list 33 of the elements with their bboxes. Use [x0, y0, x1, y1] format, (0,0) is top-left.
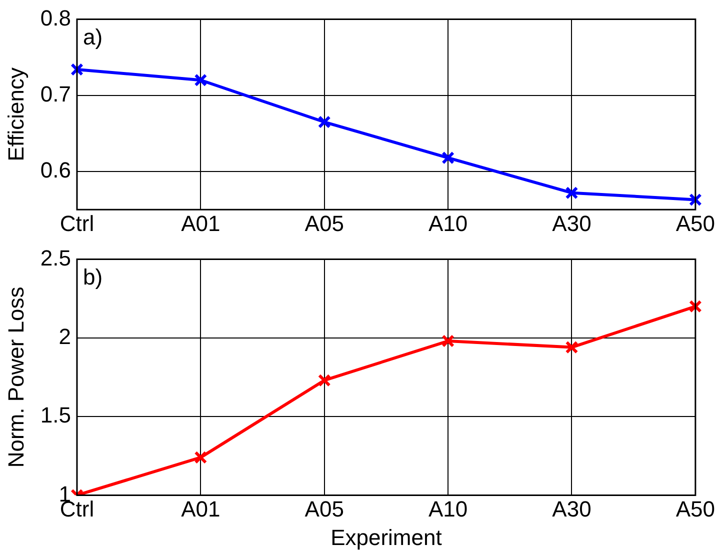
point [442, 334, 454, 348]
point [442, 151, 454, 164]
y-axis-title: Efficiency [3, 68, 28, 162]
point [318, 116, 331, 128]
y-tick-label: 2 [58, 324, 71, 349]
annotation: b) [82, 264, 103, 290]
x-tick-label: A10 [428, 210, 468, 236]
x-tick-label: A50 [676, 210, 716, 236]
x-tick-label: A05 [304, 210, 344, 236]
point [194, 74, 208, 87]
y-axis-title: Norm. Power Loss [3, 286, 28, 468]
y-tick-label: 0.7 [40, 81, 71, 106]
y-tick-label: 0.8 [40, 5, 71, 30]
x-tick-label: A05 [304, 496, 344, 522]
x-tick-label: A30 [552, 210, 592, 236]
point [688, 193, 702, 206]
x-tick-label: A30 [552, 496, 592, 522]
x-tick-label: A50 [676, 496, 716, 522]
point [565, 340, 578, 354]
x-tick-label: Ctrl [60, 210, 94, 236]
x-tick-label: A10 [428, 496, 468, 522]
point [688, 300, 702, 313]
x-tick-label: A01 [181, 496, 220, 522]
y-tick-label: 2.5 [40, 245, 71, 270]
point [565, 186, 578, 200]
point [194, 450, 208, 464]
point [70, 63, 84, 76]
point [318, 374, 331, 387]
y-tick-label: 0.6 [40, 158, 71, 183]
annotation: a) [82, 24, 103, 50]
y-tick-label: 1.5 [40, 402, 71, 428]
x-tick-label: A01 [181, 210, 220, 236]
x-axis-title: Experiment [330, 524, 442, 550]
